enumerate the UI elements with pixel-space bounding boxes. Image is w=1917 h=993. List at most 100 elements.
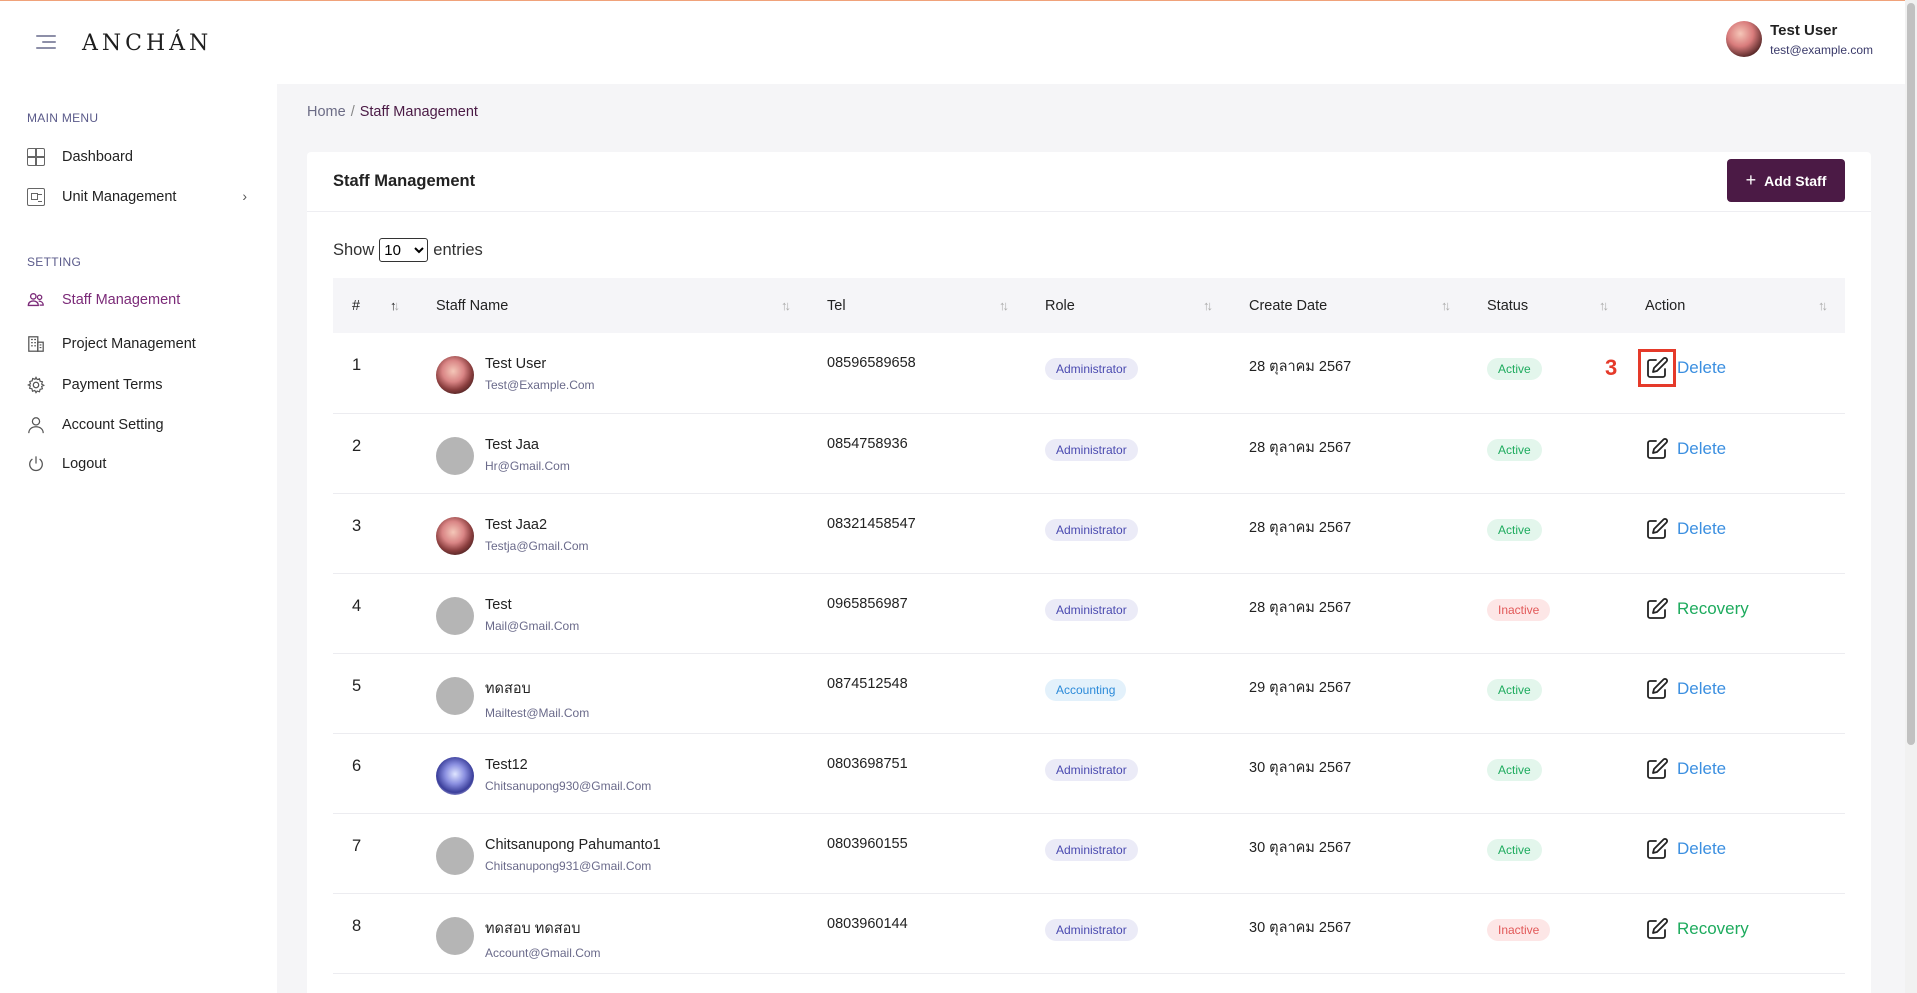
sidebar-item-payment-terms[interactable]: Payment Terms: [27, 372, 247, 398]
edit-icon[interactable]: [1645, 597, 1669, 621]
staff-tel: 0874512548: [827, 675, 908, 692]
status-cell: Inactive: [1468, 893, 1626, 973]
status-badge: Active: [1487, 518, 1542, 541]
column-header-create-date[interactable]: Create Date ↑↓: [1249, 297, 1451, 314]
status-badge: Active: [1487, 438, 1542, 461]
hamburger-menu-icon[interactable]: [36, 35, 56, 53]
table-row: 7 Chitsanupong Pahumanto1 Chitsanupong93…: [333, 813, 1845, 893]
column-header-action[interactable]: Action ↑↓: [1645, 297, 1828, 314]
user-profile[interactable]: Test User test@example.com: [1726, 21, 1873, 57]
sidebar-item-unit-management[interactable]: Unit Management ›: [27, 184, 247, 210]
staff-name: Test User: [485, 356, 547, 372]
staff-tel: 0803698751: [827, 755, 908, 772]
show-label: Show: [333, 240, 375, 259]
staff-name-cell: Chitsanupong Pahumanto1 Chitsanupong931@…: [417, 813, 808, 893]
role-cell: Administrator: [1026, 733, 1230, 813]
page-scrollbar[interactable]: [1905, 0, 1917, 993]
row-number: 4: [352, 596, 362, 615]
delete-link[interactable]: Delete: [1677, 758, 1727, 778]
status-cell: Active: [1468, 333, 1626, 413]
card-header: Staff Management + Add Staff: [307, 152, 1871, 212]
edit-icon[interactable]: [1645, 837, 1669, 861]
action-cell: Delete: [1626, 733, 1845, 813]
avatar: [436, 436, 474, 475]
sidebar-item-label: Dashboard: [62, 149, 133, 165]
edit-icon[interactable]: [1645, 677, 1669, 701]
column-header-role[interactable]: Role ↑↓: [1045, 297, 1213, 314]
column-header-number[interactable]: # ↑↓: [352, 297, 400, 314]
edit-icon[interactable]: [1645, 757, 1669, 781]
column-header-tel[interactable]: Tel ↑↓: [827, 297, 1009, 314]
app-logo[interactable]: ANCHÁN: [82, 31, 213, 56]
table-row: 8 ทดสอบ ทดสอบ Account@Gmail.Com 08039601…: [333, 893, 1845, 973]
scrollbar-thumb[interactable]: [1907, 3, 1915, 745]
status-cell: Active: [1468, 813, 1626, 893]
edit-icon[interactable]: 3: [1605, 349, 1676, 387]
sidebar-item-logout[interactable]: Logout: [27, 451, 247, 477]
staff-name: Test Jaa: [485, 436, 539, 453]
status-cell: Active: [1468, 493, 1626, 573]
delete-link[interactable]: Delete: [1677, 358, 1727, 377]
role-badge: Administrator: [1045, 598, 1138, 621]
role-badge: Administrator: [1045, 358, 1138, 380]
action-cell: Recovery: [1626, 893, 1845, 973]
column-header-staff-name[interactable]: Staff Name ↑↓: [436, 297, 791, 314]
action-cell: Delete: [1626, 813, 1845, 893]
create-date: 30 ตุลาคม 2567: [1249, 839, 1352, 856]
sidebar-item-label: Account Setting: [62, 417, 164, 433]
entries-select[interactable]: 10: [379, 238, 429, 262]
create-date: 30 ตุลาคม 2567: [1249, 919, 1352, 936]
row-number: 2: [352, 436, 362, 455]
role-cell: Administrator: [1026, 813, 1230, 893]
column-header-status[interactable]: Status ↑↓: [1487, 297, 1609, 314]
power-icon: [27, 455, 45, 473]
gear-icon: [27, 376, 46, 394]
staff-email: Test@Example.Com: [485, 378, 595, 392]
staff-email: Chitsanupong931@Gmail.Com: [485, 858, 652, 873]
recovery-link[interactable]: Recovery: [1677, 598, 1749, 618]
staff-email: Mail@Gmail.Com: [485, 618, 580, 633]
delete-link[interactable]: Delete: [1677, 438, 1727, 458]
staff-name-cell: Test Jaa2 Testja@Gmail.Com: [417, 493, 808, 573]
status-badge: Inactive: [1487, 918, 1551, 941]
staff-name-cell: ทดสอบ ทดสอบ Account@Gmail.Com: [417, 893, 808, 973]
status-badge: Active: [1487, 358, 1542, 380]
status-cell: Active: [1468, 653, 1626, 733]
sidebar-item-account-setting[interactable]: Account Setting: [27, 412, 247, 438]
sidebar-item-label: Payment Terms: [62, 377, 163, 393]
action-cell: Delete: [1626, 493, 1845, 573]
delete-link[interactable]: Delete: [1677, 838, 1727, 858]
sidebar-item-project-management[interactable]: Project Management: [27, 331, 247, 357]
row-number: 6: [352, 756, 362, 775]
sidebar-item-staff-management[interactable]: Staff Management: [27, 287, 247, 313]
delete-link[interactable]: Delete: [1677, 518, 1727, 538]
sort-icon: ↑↓: [390, 298, 400, 313]
staff-name: Test: [485, 596, 512, 613]
staff-name: Test12: [485, 756, 528, 773]
role-badge: Administrator: [1045, 918, 1138, 941]
action-cell: Delete: [1626, 413, 1845, 493]
user-icon: [27, 416, 45, 434]
staff-name-cell: Test12 Chitsanupong930@Gmail.Com: [417, 733, 808, 813]
staff-email: Testja@Gmail.Com: [485, 538, 589, 553]
sidebar-item-label: Staff Management: [62, 292, 181, 308]
status-cell: Inactive: [1468, 573, 1626, 653]
sidebar-item-dashboard[interactable]: Dashboard: [27, 144, 247, 170]
staff-name: ทดสอบ: [485, 680, 531, 697]
breadcrumb-home[interactable]: Home: [307, 104, 346, 120]
create-date: 28 ตุลาคม 2567: [1249, 359, 1352, 375]
sort-icon: ↑↓: [1599, 298, 1609, 313]
edit-icon[interactable]: [1645, 517, 1669, 541]
add-staff-label: Add Staff: [1764, 172, 1827, 189]
create-date: 30 ตุลาคม 2567: [1249, 759, 1352, 776]
delete-link[interactable]: Delete: [1677, 678, 1727, 698]
users-icon: [27, 291, 45, 309]
edit-icon[interactable]: [1645, 437, 1669, 461]
edit-icon[interactable]: [1645, 917, 1669, 941]
top-bar: ANCHÁN Test User test@example.com: [0, 0, 1905, 84]
recovery-link[interactable]: Recovery: [1677, 918, 1749, 938]
row-number: 3: [352, 516, 362, 535]
avatar: [1726, 21, 1763, 57]
add-staff-button[interactable]: + Add Staff: [1727, 159, 1845, 202]
role-cell: Administrator: [1026, 333, 1230, 413]
